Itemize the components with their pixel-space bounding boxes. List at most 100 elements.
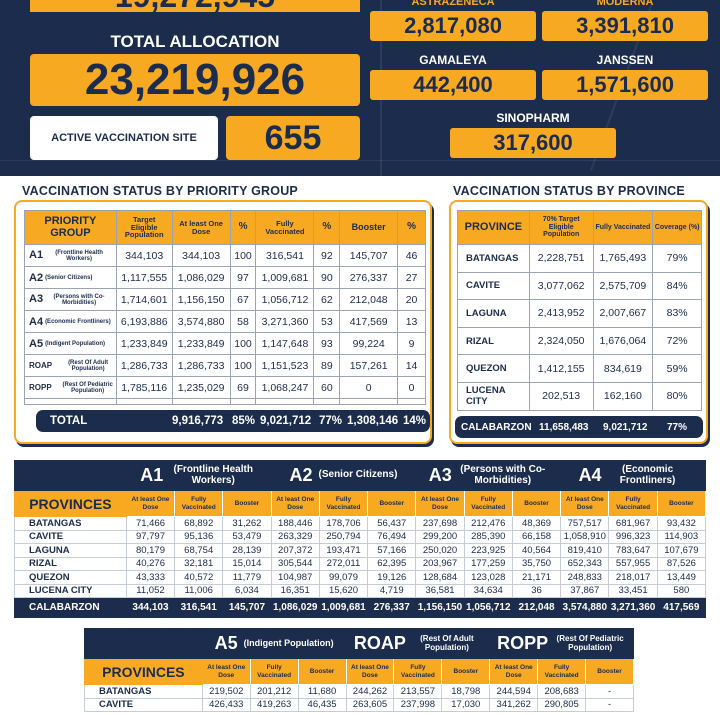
province-row: CAVITE 3,077,062 2,575,709 84% (457, 271, 702, 301)
col-pct-3: % (397, 210, 426, 245)
breakdown1-value: 11,052 (125, 583, 176, 598)
priority-desc: (Senior Citizens) (45, 274, 93, 281)
priority-row: A2 (Senior Citizens) 1,117,555 1,086,029 97 1… (24, 266, 426, 289)
priority-p3: 27 (397, 266, 426, 289)
province-cov: 84% (652, 271, 702, 301)
province-fully: 2,575,709 (592, 271, 654, 301)
province-section-title: VACCINATION STATUS BY PROVINCE (453, 184, 685, 198)
priority-code: ROAP (29, 361, 53, 371)
breakdown1-value: 11,006 (174, 583, 224, 598)
breakdown1-value: 93,432 (656, 516, 707, 531)
breakdown2-value: 208,683 (537, 684, 587, 699)
priority-group-cell: A4 (Economic Frontliners) (24, 310, 117, 333)
breakdown1-row: BATANGAS 71,466 68,892 31,262 188,446 178,706… (14, 516, 707, 531)
total-allocation-label: TOTAL ALLOCATION (110, 31, 280, 51)
province-cov: 79% (652, 244, 702, 273)
breakdown1-value: 76,494 (367, 529, 417, 544)
breakdown1-row: CAVITE 97,797 95,136 53,479 263,329 250,794 76… (14, 529, 707, 544)
breakdown1-value: 68,754 (174, 543, 224, 558)
province-name: CAVITE (457, 271, 530, 301)
province-name: QUEZON (457, 354, 530, 383)
breakdown1-value: 15,014 (222, 556, 272, 571)
priority-row: ROAP (Rest Of Adult Population) 1,286,733 1… (24, 354, 426, 377)
breakdown1-total-value: 1,156,150 (415, 597, 465, 618)
priority-p1: 100 (229, 244, 257, 267)
brand-janssen-value: 1,571,600 (542, 70, 708, 100)
spacer-cell (229, 398, 257, 405)
priority-p1: 100 (229, 332, 257, 355)
breakdown1-value: 248,833 (560, 570, 610, 585)
breakdown2-value: 263,605 (345, 697, 395, 712)
breakdown2-value: 290,805 (537, 697, 587, 712)
priority-booster: 276,337 (339, 266, 399, 289)
breakdown2-value: - (585, 684, 634, 699)
priority-total-p1: 85% (232, 415, 256, 427)
province-target: 1,412,155 (528, 354, 594, 383)
brand-moderna-label: MODERNA (596, 0, 654, 8)
priority-total-p3: 14% (403, 415, 427, 427)
breakdown2-value: 11,680 (297, 684, 347, 699)
priority-row: A4 (Economic Frontliners) 6,193,886 3,574,8… (24, 310, 426, 333)
active-site-label: ACTIVE VACCINATION SITE (30, 116, 218, 160)
breakdown2-province: CAVITE (84, 697, 203, 712)
priority-section-title: VACCINATION STATUS BY PRIORITY GROUP (22, 184, 298, 198)
priority-dose: 344,103 (171, 244, 231, 267)
priority-p2: 92 (313, 244, 341, 267)
priority-booster: 145,707 (339, 244, 399, 267)
priority-p2: 60 (313, 376, 341, 399)
province-cov: 72% (652, 326, 702, 356)
group-a3-header: A3 (Persons with Co-Morbidities) (415, 460, 562, 491)
province-row: QUEZON 1,412,155 834,619 59% (457, 354, 702, 383)
breakdown1-value: 21,171 (511, 570, 562, 585)
breakdown2-province: BATANGAS (84, 684, 203, 699)
group-a5-header: A5 (Indigent Population) (201, 628, 347, 659)
breakdown1-total-value: 344,103 (125, 597, 176, 618)
breakdown1-value: 212,476 (463, 516, 513, 531)
priority-fully: 1,056,712 (255, 288, 315, 311)
breakdown1-value: 11,779 (222, 570, 272, 585)
breakdown2-value: 46,435 (297, 697, 347, 712)
priority-p2: 90 (313, 266, 341, 289)
breakdown1-value: 80,179 (125, 543, 176, 558)
province-name: BATANGAS (457, 244, 530, 273)
breakdown1-value: 40,276 (125, 556, 176, 571)
total-allocation-value: 23,219,926 (30, 54, 360, 106)
priority-p3: 46 (397, 244, 426, 267)
priority-fully: 1,147,648 (255, 332, 315, 355)
brand-moderna-value: 3,391,810 (542, 11, 708, 41)
breakdown1-value: 128,684 (415, 570, 465, 585)
priority-row: A5 (Indigent Population) 1,233,849 1,233,84… (24, 332, 426, 355)
active-site-value: 655 (226, 116, 360, 160)
priority-dose: 1,286,733 (171, 354, 231, 377)
breakdown2-value: - (585, 697, 634, 712)
province-row: BATANGAS 2,228,751 1,765,493 79% (457, 244, 702, 273)
breakdown1-value: 996,323 (608, 529, 658, 544)
province-total-target: 11,658,483 (539, 421, 589, 433)
province-total-row: CALABARZON 11,658,483 9,021,712 77% (455, 416, 703, 438)
breakdown1-row: LUCENA CITY 11,052 11,006 6,034 16,351 15,620… (14, 583, 707, 598)
breakdown1-value: 250,794 (318, 529, 369, 544)
breakdown2-value: 419,263 (249, 697, 299, 712)
priority-p2: 89 (313, 354, 341, 377)
breakdown1-value: 15,620 (318, 583, 369, 598)
breakdown1-total-value: 1,086,029 (270, 597, 320, 618)
province-name: LAGUNA (457, 299, 530, 328)
breakdown1-value: 272,011 (318, 556, 369, 571)
breakdown1-value: 33,451 (608, 583, 658, 598)
col-target: Target Eligible Population (115, 210, 173, 245)
breakdown1-value: 87,526 (656, 556, 707, 571)
breakdown1-value: 237,698 (415, 516, 465, 531)
priority-code: A5 (29, 337, 44, 350)
breakdown1-value: 40,572 (174, 570, 224, 585)
province-name: LUCENA CITY (457, 381, 530, 411)
priority-fully: 316,541 (255, 244, 315, 267)
breakdown1-province: BATANGAS (14, 516, 127, 531)
breakdown1-row: QUEZON 43,333 40,572 11,779 104,987 99,079 19,… (14, 570, 707, 585)
breakdown1-value: 783,647 (608, 543, 658, 558)
breakdown2-value: 17,030 (441, 697, 491, 712)
priority-code: A3 (29, 293, 44, 306)
priority-p3: 9 (397, 332, 426, 355)
spacer-cell (171, 398, 231, 405)
col-pct-1: % (229, 210, 257, 245)
breakdown1-total-name: CALABARZON (14, 597, 127, 618)
